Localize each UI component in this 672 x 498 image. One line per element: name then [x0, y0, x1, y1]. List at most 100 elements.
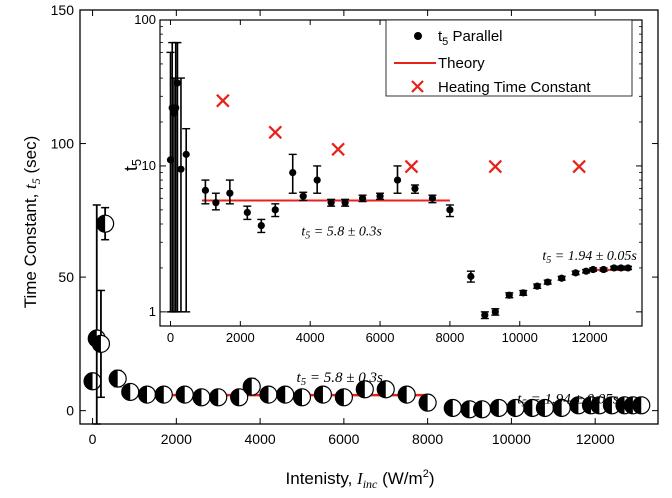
main-x-tick-label: 6000: [328, 431, 359, 447]
inset-data-point: [257, 222, 265, 230]
inset-data-point: [467, 272, 475, 280]
main-data-point-half: [121, 383, 131, 401]
inset-annotation: t5 = 1.94 ± 0.05s: [542, 249, 637, 266]
inset-data-point: [182, 150, 190, 158]
main-data-point-half: [624, 396, 633, 414]
inset-data-point: [201, 186, 210, 194]
main-data-point-half: [356, 380, 365, 398]
legend-entry-heating-time-constant: Heating Time Constant: [438, 79, 591, 96]
main-data-point-half: [109, 370, 118, 388]
main-x-axis-label-sup: 2: [423, 468, 429, 480]
inset-data-point: [243, 208, 251, 217]
main-y-axis-label-unit: (sec): [21, 136, 40, 179]
main-annotation: t5 = 1.94 ± 0.05s: [517, 391, 618, 409]
inset-heating-marker: [572, 159, 586, 174]
main-data-point-half: [582, 396, 591, 414]
legend-dot-marker: [414, 32, 422, 40]
inset-data-point: [212, 199, 220, 207]
inset-data-point: [624, 264, 632, 272]
inset-data-point: [411, 184, 419, 193]
inset-heating-marker: [268, 125, 283, 140]
inset-data-point: [582, 267, 590, 275]
main-data-point-half: [603, 396, 612, 414]
legend-entry-t5-sub: 5: [442, 36, 448, 48]
inset-x-tick-label: 8000: [435, 330, 464, 345]
legend-entry-theory: Theory: [438, 55, 485, 72]
main-data-point-half: [398, 386, 407, 404]
inset-annotation: t5 = 5.8 ± 0.3s: [301, 225, 382, 242]
main-x-axis-label-text: Intenisty,: [286, 469, 358, 488]
main-data-point-half: [523, 399, 533, 417]
inset-data-point: [173, 79, 182, 87]
main-data-point-half: [92, 335, 101, 353]
inset-x-tick-label: 4000: [296, 330, 325, 345]
main-x-tick-label: 8000: [412, 431, 443, 447]
main-data-point-half: [96, 215, 106, 233]
main-x-axis-label: Intenisty, Iinc (W/m2): [286, 468, 435, 491]
inset-y-tick-label: 100: [134, 12, 156, 27]
main-data-point-half: [490, 399, 499, 417]
main-y-tick-label: 100: [51, 136, 75, 152]
inset-x-tick-label: 6000: [366, 330, 395, 345]
inset-heating-marker: [216, 93, 230, 108]
inset-heating-marker: [404, 159, 419, 174]
main-data-point-half: [155, 386, 164, 404]
main-data-point-half: [209, 388, 219, 406]
main-data-point-half: [632, 396, 642, 414]
inset-data-point: [599, 265, 608, 274]
main-data-point-half: [553, 399, 562, 417]
inset-data-point: [271, 206, 279, 214]
inset-data-point: [226, 189, 234, 197]
main-data-point-half: [314, 386, 323, 404]
inset-data-point: [313, 176, 321, 184]
main-plot-frame: [79, 9, 659, 425]
main-data-point-half: [276, 386, 286, 404]
main-data-point-half: [377, 380, 386, 398]
inset-y-axis-label-text: t: [121, 166, 141, 171]
inset-data-point: [519, 289, 527, 297]
inset-y-tick-label: 1: [149, 304, 156, 319]
inset-data-point: [491, 308, 499, 316]
legend-cross-marker: [411, 80, 424, 93]
inset-data-point: [428, 194, 437, 202]
inset-data-point: [610, 264, 618, 272]
main-y-tick-label: 50: [58, 269, 74, 285]
inset-x-tick-label: 12000: [572, 330, 608, 345]
main-x-tick-label: 0: [89, 431, 97, 447]
inset-data-point: [481, 311, 489, 319]
inset-data-point: [177, 165, 185, 173]
inset-data-point: [558, 274, 566, 282]
main-y-axis-label: Time Constant, t5 (sec): [21, 136, 43, 309]
main-data-point-half: [507, 399, 516, 417]
main-data-point-half: [138, 386, 148, 404]
inset-x-tick-label: 0: [167, 330, 174, 345]
inset-data-point: [289, 169, 297, 177]
main-data-point-half: [473, 400, 483, 418]
inset-heating-marker: [488, 159, 503, 174]
legend-box: [385, 19, 633, 97]
main-data-point-half: [293, 388, 302, 406]
inset-data-point: [299, 192, 307, 200]
inset-data-point: [376, 192, 384, 200]
inset-data-point: [617, 264, 625, 272]
main-data-point-half: [84, 372, 93, 390]
main-x-axis-label-var: I: [356, 469, 364, 488]
inset-data-point: [358, 194, 367, 202]
inset-data-point: [589, 265, 597, 274]
main-x-tick-label: 10000: [492, 431, 531, 447]
main-data-point-half: [536, 399, 545, 417]
main-x-axis-label-unit: (W/m: [377, 469, 422, 488]
main-data-point-half: [192, 388, 202, 406]
main-data-point-half: [419, 394, 428, 412]
inset-y-axis-label-sub: 5: [129, 159, 144, 166]
main-data-point-half: [335, 388, 344, 406]
main-y-axis-label-text: Time Constant,: [21, 189, 40, 308]
inset-data-point: [327, 199, 335, 207]
inset-data-point: [572, 269, 580, 277]
main-data-point-half: [259, 386, 269, 404]
main-y-axis-label-var: t: [21, 183, 40, 189]
main-x-axis-label-sub: inc: [363, 477, 378, 491]
inset-x-tick-label: 10000: [502, 330, 538, 345]
